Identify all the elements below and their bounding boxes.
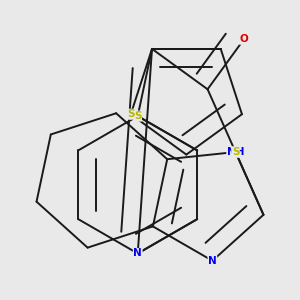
Text: S: S bbox=[127, 109, 134, 119]
Text: N: N bbox=[133, 248, 142, 259]
Text: NH: NH bbox=[227, 147, 244, 157]
Text: S: S bbox=[134, 111, 142, 121]
Text: S: S bbox=[232, 147, 239, 157]
Text: O: O bbox=[240, 34, 248, 44]
Text: N: N bbox=[208, 256, 217, 266]
